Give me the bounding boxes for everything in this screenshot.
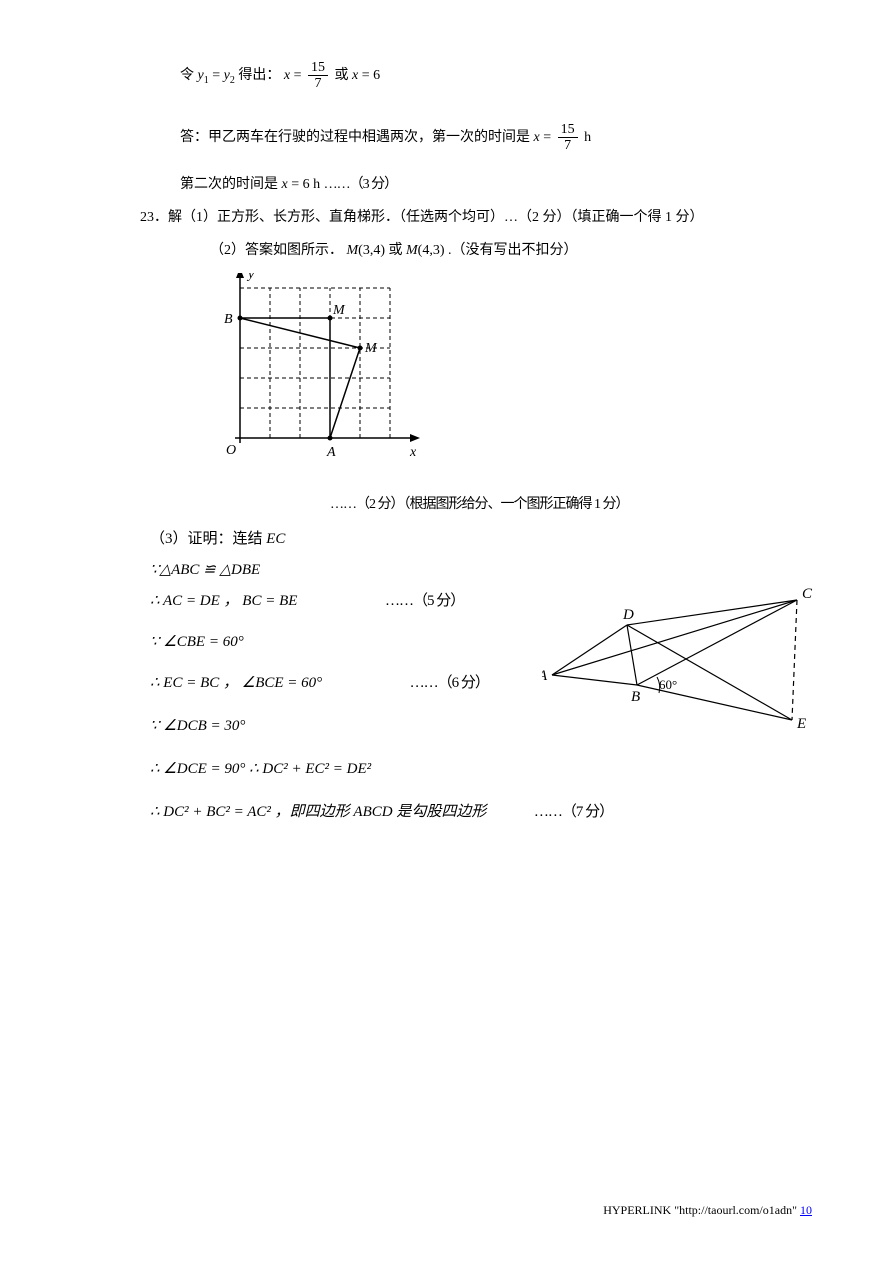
q23-score-note: ……（2 分）（根据图形给分、一个图形正确得 1 分） xyxy=(330,492,812,517)
svg-text:A: A xyxy=(326,445,336,460)
svg-text:M: M xyxy=(332,303,346,318)
svg-text:D: D xyxy=(622,607,634,623)
svg-text:A: A xyxy=(542,668,548,684)
page-link[interactable]: 10 xyxy=(800,1203,812,1217)
svg-text:B: B xyxy=(224,312,233,327)
answer-line: 答：甲乙两车在行驶的过程中相遇两次，第一次的时间是 x = 157 h xyxy=(180,122,812,154)
page-footer: HYPERLINK "http://taourl.com/o1adn" 10 xyxy=(603,1200,812,1222)
svg-text:E: E xyxy=(796,716,806,732)
second-time-line: 第二次的时间是 x = 6 h ……（3 分） xyxy=(180,172,812,197)
geometry-figure: A B C D E 60° xyxy=(542,580,832,759)
equation-line-1: 令 y1 = y2 得出： x = 157 或 x = 6 xyxy=(180,60,812,92)
grid-graph: O A B M Mx y xyxy=(190,273,812,482)
svg-text:M: M xyxy=(364,341,378,356)
svg-text:x: x xyxy=(409,445,417,460)
svg-text:C: C xyxy=(802,586,813,602)
q23-part2: （2）答案如图所示． M(3,4) 或 M(4,3) .（没有写出不扣分） xyxy=(210,238,812,263)
q23-part1: 23．解（1）正方形、长方形、直角梯形．（任选两个均可）…（2 分）（填正确一个… xyxy=(140,205,812,230)
svg-text:60°: 60° xyxy=(659,677,677,692)
svg-text:B: B xyxy=(631,689,640,705)
svg-text:O: O xyxy=(226,443,236,458)
svg-text:y: y xyxy=(246,273,255,282)
